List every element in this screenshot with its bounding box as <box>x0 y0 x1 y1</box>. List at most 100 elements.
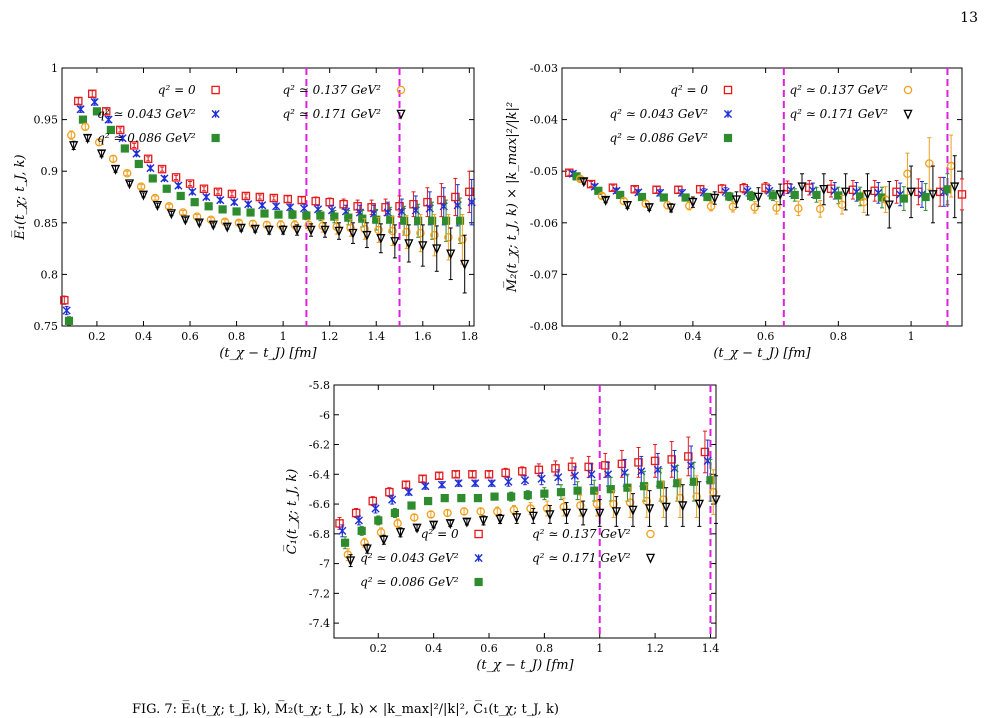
x-tick-label: 1 <box>908 330 915 343</box>
legend-marker <box>211 109 220 119</box>
legend-marker <box>723 109 733 119</box>
legend-label: q² ≃ 0.137 GeV² <box>789 83 888 97</box>
data-point <box>790 190 799 200</box>
data-point <box>227 189 237 199</box>
data-point <box>316 211 325 220</box>
data-point <box>775 190 785 201</box>
data-point <box>819 185 829 196</box>
data-point <box>339 199 348 209</box>
data-point <box>400 216 409 225</box>
data-point <box>446 249 456 260</box>
data-point <box>216 196 225 205</box>
data-point <box>921 192 930 202</box>
data-point <box>351 508 361 518</box>
data-point <box>710 193 720 204</box>
chart-panel-1: 0.2 0.4 0.6 0.8 1 1.2 1.4 1.6 1.8 0.75 0.8 0.85 0.9 0… <box>12 62 478 361</box>
data-point <box>416 228 425 238</box>
data-point <box>673 479 682 488</box>
data-point <box>306 225 316 236</box>
data-point <box>190 198 199 207</box>
data-point <box>476 507 485 516</box>
data-point <box>428 216 437 225</box>
data-point <box>110 164 121 175</box>
data-point <box>507 492 516 501</box>
data-point <box>561 508 572 519</box>
data-point <box>124 179 135 190</box>
data-point <box>230 198 239 207</box>
data-point <box>862 190 873 201</box>
data-point <box>81 122 90 132</box>
data-point <box>376 234 386 245</box>
data-point <box>311 196 320 206</box>
data-point <box>374 225 383 235</box>
data-point <box>136 182 146 191</box>
legend-marker <box>474 553 483 563</box>
data-point <box>418 474 427 484</box>
legend-label: q² ≃ 0.137 GeV² <box>282 83 381 97</box>
data-point <box>478 516 489 527</box>
data-point <box>579 177 589 188</box>
legend-label: q² = 0 <box>670 83 708 97</box>
data-point <box>286 203 295 212</box>
data-point <box>160 174 169 183</box>
y-tick-label: -6.2 <box>309 439 330 452</box>
data-point <box>628 505 638 516</box>
data-point <box>390 237 400 248</box>
y-tick-label: -7.2 <box>309 587 330 600</box>
legend-marker <box>211 133 220 143</box>
y-tick-label: -0.03 <box>530 62 558 75</box>
data-point <box>148 174 157 183</box>
data-point <box>684 452 693 461</box>
data-point <box>334 226 344 237</box>
data-point <box>60 295 69 305</box>
data-point <box>174 181 183 190</box>
data-point <box>412 523 422 534</box>
y-tick-label: -6.8 <box>309 528 330 541</box>
data-point <box>188 187 197 196</box>
data-point <box>222 222 232 233</box>
legend-marker <box>645 553 656 564</box>
data-point <box>772 203 781 213</box>
data-point <box>374 516 383 525</box>
chart-panel-2: 0.2 0.4 0.6 0.8 1 -0.08 -0.07 -0.06 -0.05 -0.04 -0… <box>504 62 967 361</box>
data-point <box>360 224 369 234</box>
data-point <box>906 187 916 198</box>
data-point <box>129 141 139 150</box>
data-point <box>388 226 397 236</box>
data-point <box>94 138 104 147</box>
data-point <box>115 125 125 135</box>
data-point <box>659 193 668 202</box>
data-point <box>418 241 428 252</box>
data-point <box>278 225 288 236</box>
data-point <box>354 516 364 525</box>
data-point <box>504 477 513 486</box>
data-point <box>264 225 274 236</box>
data-point <box>899 194 908 203</box>
data-point <box>501 468 510 478</box>
legend-marker <box>211 85 220 95</box>
y-axis-label: C̅₁(t_χ; t_J, k) <box>284 469 300 555</box>
data-point <box>616 190 625 200</box>
data-point <box>62 306 71 315</box>
data-point <box>512 513 522 524</box>
data-point <box>703 192 712 202</box>
y-axis-label: M̅₂(t_χ; t_J, k) × |k_max|²/|k|² <box>504 102 520 293</box>
series-1 <box>60 89 474 305</box>
data-point <box>385 487 394 497</box>
legend-label: q² ≃ 0.043 GeV² <box>360 551 459 565</box>
y-tick-label: 0.95 <box>34 114 59 127</box>
data-point <box>459 507 469 516</box>
data-point <box>106 125 115 135</box>
data-point <box>194 218 204 229</box>
data-point <box>134 159 143 169</box>
data-point <box>592 499 602 509</box>
data-point <box>344 213 353 222</box>
legend-marker <box>396 109 406 120</box>
x-tick-label: 1 <box>280 330 287 343</box>
y-tick-label: 1 <box>51 62 58 75</box>
y-tick-label: -0.08 <box>530 320 558 333</box>
data-point <box>950 182 960 193</box>
data-point <box>815 204 825 214</box>
legend-label: q² = 0 <box>158 83 196 97</box>
